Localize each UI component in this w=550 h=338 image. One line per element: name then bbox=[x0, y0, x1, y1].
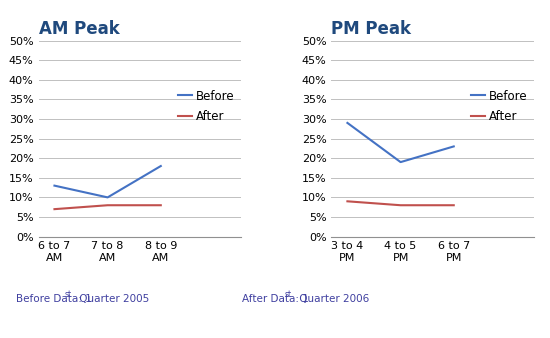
Text: st: st bbox=[285, 290, 292, 299]
Text: st: st bbox=[65, 290, 72, 299]
Text: AM Peak: AM Peak bbox=[39, 20, 119, 38]
Legend: Before, After: Before, After bbox=[178, 90, 235, 123]
Text: After Data: 1: After Data: 1 bbox=[242, 294, 309, 304]
Legend: Before, After: Before, After bbox=[471, 90, 527, 123]
Text: Quarter 2005: Quarter 2005 bbox=[76, 294, 149, 304]
Text: Quarter 2006: Quarter 2006 bbox=[296, 294, 369, 304]
Text: Before Data: 1: Before Data: 1 bbox=[16, 294, 92, 304]
Text: PM Peak: PM Peak bbox=[332, 20, 411, 38]
